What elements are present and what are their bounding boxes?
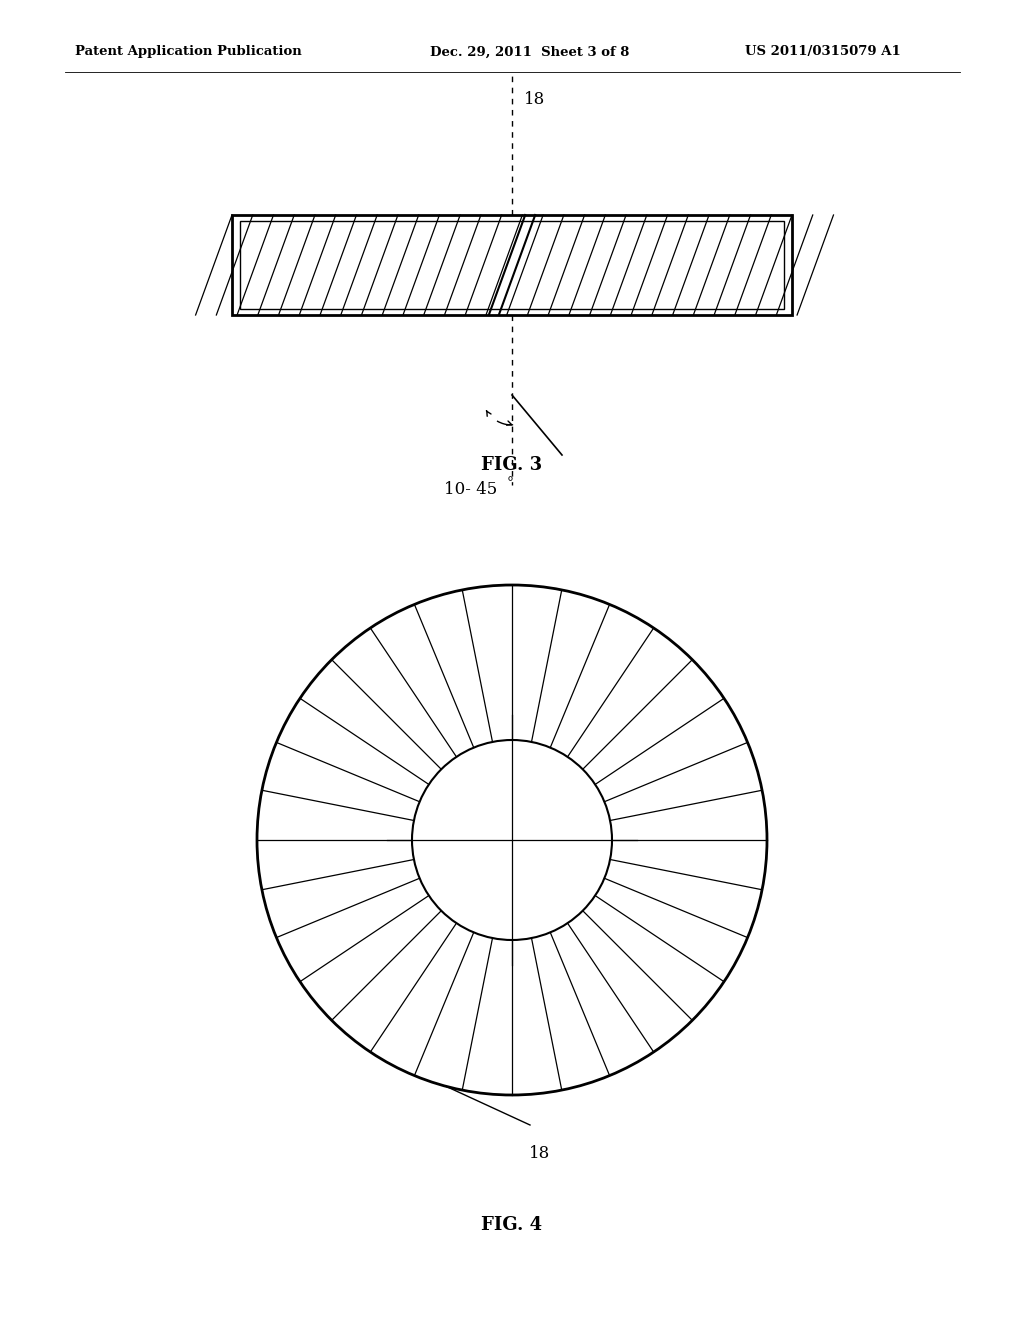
Bar bbox=[240, 220, 784, 309]
Text: °: ° bbox=[507, 477, 514, 490]
Text: FIG. 4: FIG. 4 bbox=[481, 1216, 543, 1234]
Text: 18: 18 bbox=[529, 1144, 551, 1162]
Text: FIG. 3: FIG. 3 bbox=[481, 455, 543, 474]
Text: Dec. 29, 2011  Sheet 3 of 8: Dec. 29, 2011 Sheet 3 of 8 bbox=[430, 45, 630, 58]
Text: 10- 45: 10- 45 bbox=[444, 482, 498, 499]
Text: 18: 18 bbox=[524, 91, 545, 108]
Text: Patent Application Publication: Patent Application Publication bbox=[75, 45, 302, 58]
Bar bbox=[232, 215, 792, 315]
Text: US 2011/0315079 A1: US 2011/0315079 A1 bbox=[745, 45, 901, 58]
Circle shape bbox=[257, 585, 767, 1096]
Circle shape bbox=[412, 741, 612, 940]
